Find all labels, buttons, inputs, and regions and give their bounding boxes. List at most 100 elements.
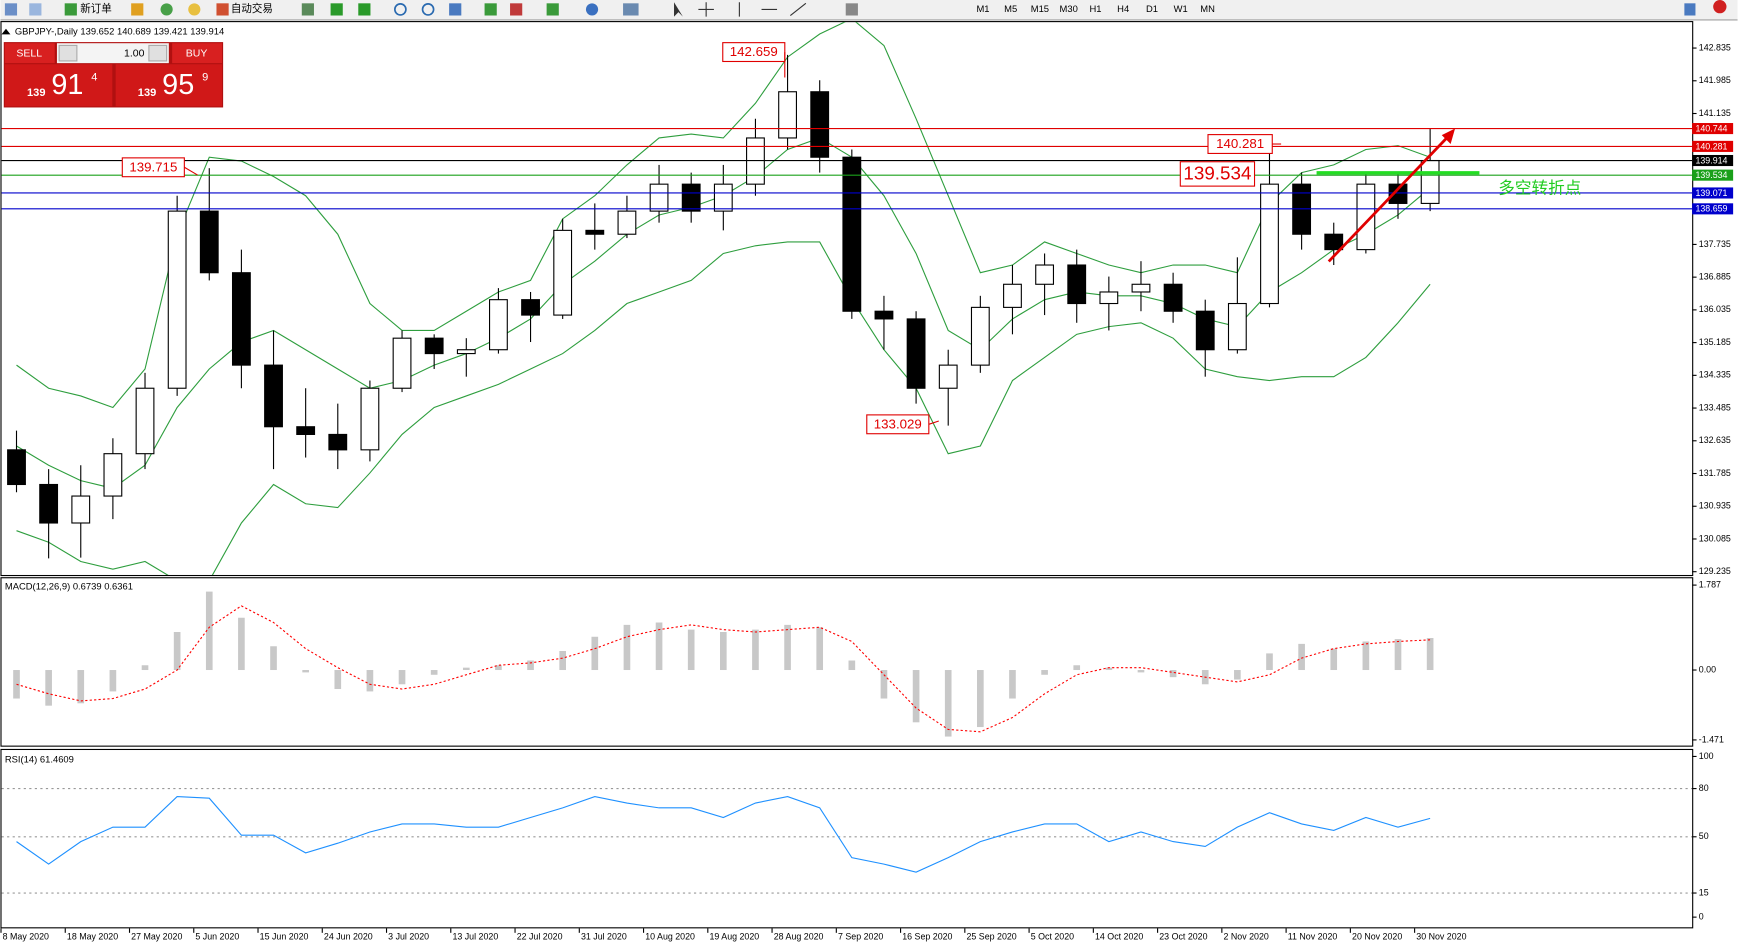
- icon[interactable]: [160, 3, 173, 16]
- candle-body: [906, 318, 926, 389]
- candle-body: [1260, 183, 1279, 305]
- icon[interactable]: [585, 3, 599, 16]
- y-tick-label: 133.485: [1699, 402, 1731, 412]
- icon[interactable]: [546, 3, 559, 16]
- bid-pips[interactable]: 91: [51, 69, 83, 101]
- macd-bar: [912, 670, 920, 723]
- bid-frac[interactable]: 4: [91, 71, 97, 83]
- x-tick-label: 15 Jun 2020: [260, 932, 309, 942]
- macd-bar: [1394, 639, 1402, 671]
- alert-icon[interactable]: [1713, 0, 1727, 14]
- icon[interactable]: [301, 3, 314, 16]
- annotation: 140.281: [1216, 136, 1264, 151]
- toolbar-button[interactable]: 新订单: [80, 2, 112, 15]
- candle-body: [489, 299, 508, 351]
- macd-bar: [430, 670, 438, 675]
- icon[interactable]: [845, 3, 858, 16]
- sell-button[interactable]: [4, 43, 55, 64]
- x-tick-label: 11 Nov 2020: [1288, 932, 1338, 942]
- x-tick-label: 24 Jun 2020: [324, 932, 373, 942]
- x-tick-label: 16 Sep 2020: [902, 932, 952, 942]
- ask-pips[interactable]: 95: [162, 69, 194, 101]
- macd-bar: [1073, 665, 1081, 671]
- ask-frac[interactable]: 9: [202, 71, 208, 83]
- candle-body: [39, 483, 59, 524]
- icon[interactable]: [484, 3, 497, 16]
- lots-value[interactable]: 1.00: [124, 48, 145, 60]
- buy-button[interactable]: [172, 43, 223, 64]
- lots-up[interactable]: [148, 44, 168, 62]
- macd-bar: [173, 632, 181, 671]
- icon[interactable]: [131, 3, 144, 16]
- icon[interactable]: [510, 3, 523, 16]
- icon[interactable]: [394, 3, 407, 16]
- macd-bar: [1137, 670, 1145, 673]
- bollinger-upper: [16, 22, 1431, 409]
- y-tick-label: 141.985: [1699, 75, 1731, 85]
- lots-field[interactable]: [56, 43, 169, 64]
- price-line-tag: [1692, 169, 1734, 181]
- icon[interactable]: [674, 2, 683, 17]
- period-button[interactable]: M1: [976, 3, 989, 14]
- icon[interactable]: [623, 3, 639, 16]
- macd-bar: [205, 591, 213, 671]
- icon[interactable]: [358, 3, 371, 16]
- y-tick-label: 0: [1699, 911, 1704, 921]
- macd-bar: [687, 629, 695, 671]
- y-tick-label: 100: [1699, 751, 1714, 761]
- period-button[interactable]: M5: [1004, 3, 1017, 14]
- price-line-label: 138.659: [1695, 204, 1727, 214]
- price-line-label: 140.744: [1695, 123, 1727, 133]
- icon[interactable]: [738, 2, 807, 17]
- candle-body: [199, 210, 219, 274]
- period-button[interactable]: H1: [1089, 3, 1101, 14]
- icon[interactable]: [1684, 3, 1696, 16]
- price-line-label: 140.281: [1695, 141, 1727, 151]
- macd-bar: [655, 622, 663, 671]
- candle-body: [874, 310, 894, 320]
- candle-body: [553, 229, 573, 316]
- macd-bar: [527, 660, 534, 671]
- icon[interactable]: [421, 3, 435, 16]
- period-button[interactable]: H4: [1117, 3, 1129, 14]
- period-button[interactable]: M15: [1031, 3, 1049, 14]
- icon[interactable]: [216, 3, 229, 16]
- period-button[interactable]: MN: [1200, 3, 1215, 14]
- ask-box[interactable]: [115, 64, 223, 107]
- macd-bar: [109, 670, 117, 692]
- buy-label[interactable]: BUY: [186, 48, 208, 60]
- annotation: 139.534: [1183, 162, 1251, 183]
- toolbar-button[interactable]: 自动交易: [231, 2, 273, 15]
- icon[interactable]: [64, 3, 77, 16]
- period-button[interactable]: D1: [1146, 3, 1158, 14]
- price-line-tag: [1692, 123, 1734, 135]
- lots-down[interactable]: [58, 44, 78, 62]
- x-tick-label: 25 Sep 2020: [966, 932, 1016, 942]
- bid-big[interactable]: 139: [27, 87, 45, 99]
- icon[interactable]: [188, 3, 201, 16]
- icon[interactable]: [698, 2, 714, 17]
- macd-bar: [366, 670, 374, 692]
- ask-big[interactable]: 139: [138, 87, 156, 99]
- candle-body: [167, 210, 187, 389]
- icon[interactable]: [29, 3, 42, 16]
- y-tick-label: 129.235: [1699, 566, 1731, 576]
- icon[interactable]: [449, 3, 462, 16]
- collapse-icon: [1, 28, 11, 35]
- icon[interactable]: [330, 3, 343, 16]
- icon[interactable]: [4, 3, 18, 16]
- y-tick-label: 15: [1699, 887, 1709, 897]
- period-button[interactable]: W1: [1174, 3, 1188, 14]
- x-tick-label: 20 Nov 2020: [1352, 932, 1402, 942]
- y-tick-label: 80: [1699, 783, 1709, 793]
- bid-box[interactable]: [4, 64, 113, 107]
- candle-body: [456, 349, 476, 355]
- candle-body: [1388, 183, 1408, 204]
- macd-bar: [398, 670, 406, 685]
- sell-label[interactable]: SELL: [16, 48, 42, 60]
- candle-body: [842, 156, 862, 312]
- macd-bar: [1234, 670, 1241, 680]
- period-button[interactable]: M30: [1060, 3, 1078, 14]
- toolbar-icons: [4, 0, 1727, 17]
